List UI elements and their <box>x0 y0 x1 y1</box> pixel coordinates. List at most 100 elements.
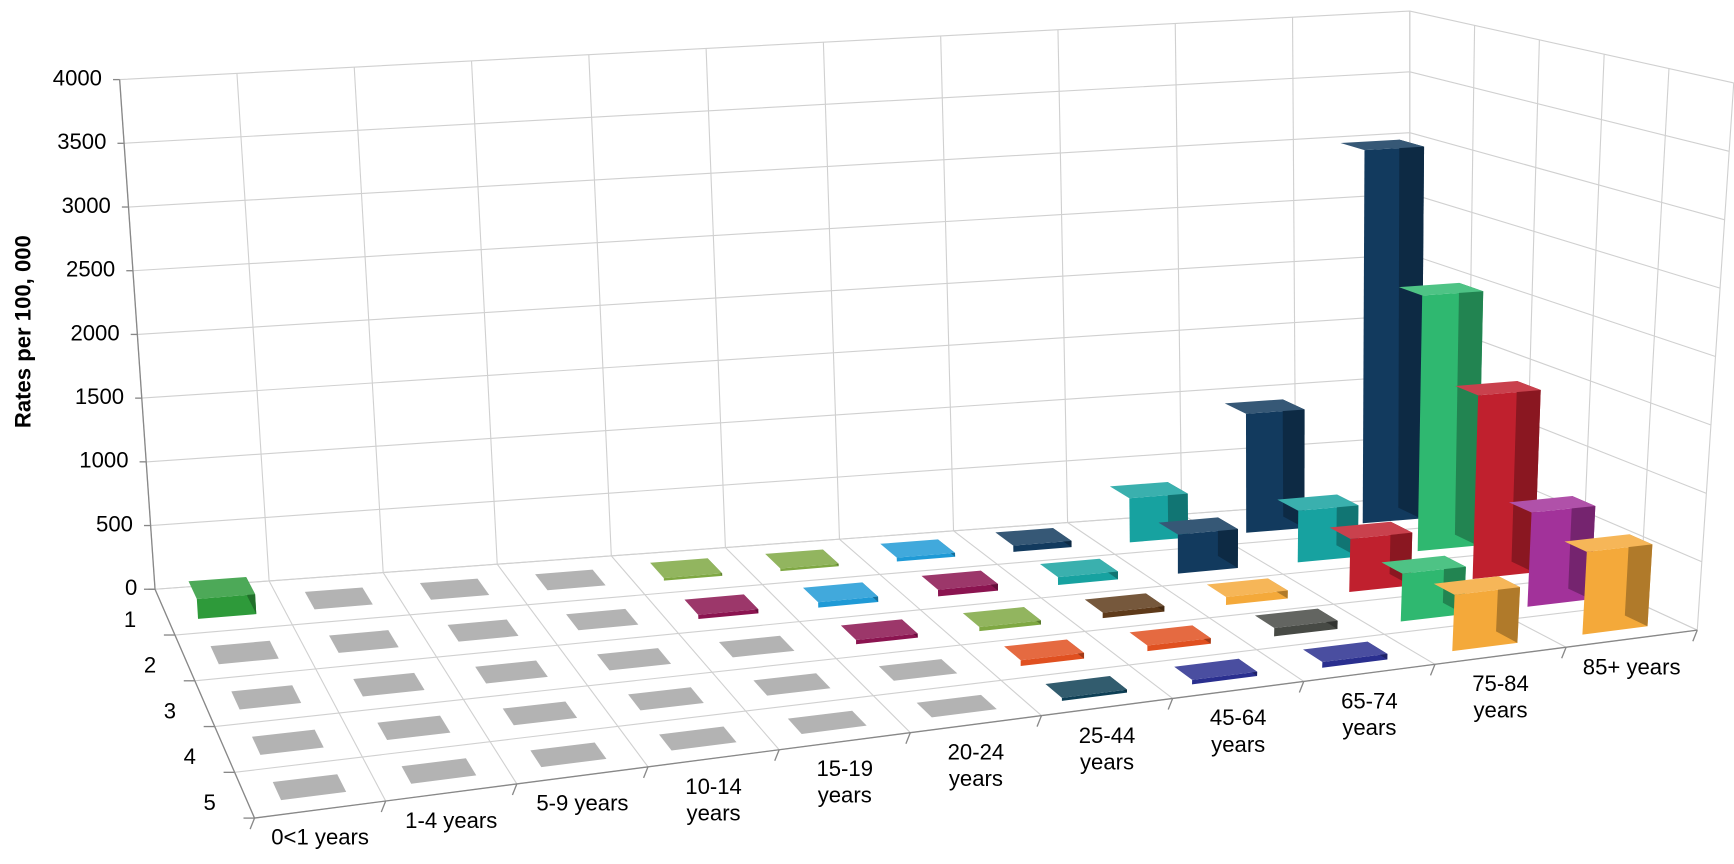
grid-line <box>128 132 1725 221</box>
bar <box>377 715 451 741</box>
grid-line <box>119 10 1734 84</box>
bar-front <box>196 594 257 619</box>
bar <box>401 758 477 784</box>
bar-front <box>896 552 956 562</box>
bar <box>231 685 302 710</box>
bar <box>597 648 672 671</box>
x-tick <box>1167 698 1174 710</box>
bar-front <box>1322 653 1388 668</box>
bar <box>1174 658 1258 685</box>
depth-label: 4 <box>184 744 196 769</box>
bar <box>1433 576 1521 652</box>
bar <box>530 742 607 768</box>
bar-top <box>530 742 607 768</box>
floor-grid <box>268 580 387 802</box>
x-label-box: 15-19 years <box>816 758 873 809</box>
bar <box>916 694 997 718</box>
bar-top <box>718 635 795 658</box>
bar-top <box>878 659 958 681</box>
x-tick <box>380 800 387 813</box>
grid-line <box>124 71 1730 152</box>
bar-front <box>698 609 759 619</box>
bar <box>1277 494 1359 563</box>
bar <box>251 729 324 755</box>
x-tick <box>249 817 256 830</box>
depth-label: 3 <box>164 698 176 723</box>
wall-grid <box>1581 54 1605 578</box>
x-tick-label: 1-4 years <box>405 809 498 834</box>
y-tick-label: 3000 <box>62 193 111 218</box>
bar <box>419 578 490 600</box>
bar <box>753 673 831 696</box>
x-label-box: 65-74 years <box>1341 689 1398 740</box>
wall-grid <box>588 54 612 556</box>
bar-front <box>1061 689 1128 701</box>
bar <box>878 659 958 681</box>
bar-top <box>659 726 737 751</box>
wall-grid <box>940 35 955 531</box>
bar <box>1158 517 1239 574</box>
bar-front <box>1225 590 1288 606</box>
x-label-box: 45-64 years <box>1210 707 1267 758</box>
x-tick <box>905 732 911 744</box>
bar <box>787 710 867 734</box>
bar-top <box>802 582 879 603</box>
x-axis <box>254 629 1698 819</box>
floor-grid <box>839 538 1042 716</box>
x-label-box: 85+ years <box>1582 655 1681 680</box>
wall-grid <box>1057 29 1069 523</box>
bar-top <box>1045 676 1128 698</box>
bar <box>880 539 956 562</box>
bar <box>475 660 548 684</box>
x-tick <box>1692 629 1698 642</box>
bar-top <box>1129 625 1211 646</box>
bar-top <box>880 539 956 558</box>
bar-top <box>1508 496 1596 513</box>
bar-front <box>1274 620 1338 637</box>
bar <box>447 619 519 642</box>
bar-front <box>1020 652 1085 666</box>
bar-top <box>304 587 373 610</box>
x-tick <box>1036 715 1043 727</box>
floor-grid <box>725 547 911 734</box>
bar-front <box>780 563 839 572</box>
bar-top <box>1084 593 1165 613</box>
wall-grid <box>353 67 384 573</box>
bar <box>802 582 879 608</box>
bar-top <box>566 608 639 631</box>
bar-top <box>962 607 1042 628</box>
bar-top <box>765 549 839 569</box>
floor-grid <box>154 496 1410 590</box>
x-label-box: 20-24 years <box>948 741 1005 792</box>
bar <box>210 640 279 665</box>
bar-top <box>753 673 831 696</box>
y-tick-label: 2500 <box>66 257 115 282</box>
depth-label: 5 <box>204 790 216 815</box>
x-tick-label: 85+ years <box>1582 655 1681 680</box>
floor-grid <box>496 563 649 768</box>
bar-top <box>210 640 279 665</box>
floor-grid <box>953 530 1173 699</box>
floor-grid <box>1067 522 1305 682</box>
bar <box>921 570 999 597</box>
bar-top <box>1455 380 1541 396</box>
bar-top <box>231 685 302 710</box>
bar-top <box>535 569 606 591</box>
bar-top <box>251 729 324 755</box>
bar-top <box>1004 639 1085 661</box>
bar <box>304 587 373 610</box>
x-tick <box>774 749 780 762</box>
wall-grid <box>236 73 270 581</box>
y-tick-label: 500 <box>96 511 133 536</box>
bar-top <box>787 710 867 734</box>
bar <box>1129 625 1211 652</box>
bar-top <box>1158 517 1239 535</box>
bar-front <box>1013 540 1072 552</box>
x-label-box: 5-9 years <box>536 792 628 816</box>
bar <box>840 619 918 645</box>
wall-grid <box>1174 23 1183 515</box>
bar-front <box>818 596 879 608</box>
bar-front <box>663 573 723 581</box>
bar-side <box>1496 576 1521 643</box>
